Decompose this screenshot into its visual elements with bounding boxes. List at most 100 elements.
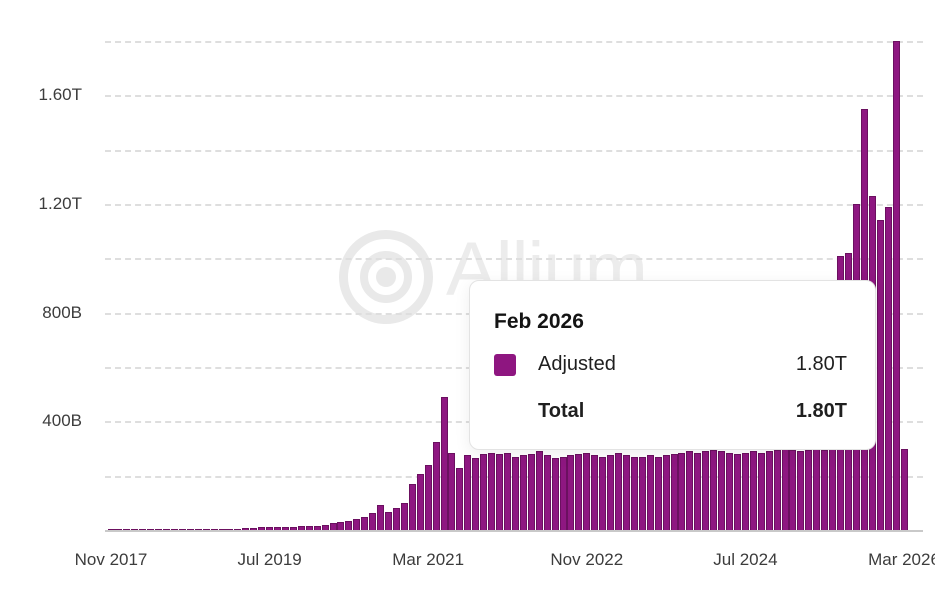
bar-jun-2020[interactable]: [353, 519, 361, 530]
bar-jan-2018[interactable]: [123, 529, 131, 530]
chart-tooltip: Feb 2026 Adjusted 1.80T Total 1.80T: [469, 280, 876, 450]
bar-aug-2022[interactable]: [559, 456, 567, 530]
bar-nov-2024[interactable]: [773, 449, 781, 530]
bar-mar-2022[interactable]: [519, 455, 527, 530]
bar-may-2018[interactable]: [155, 529, 163, 530]
bar-aug-2020[interactable]: [369, 512, 377, 530]
bar-dec-2024[interactable]: [781, 448, 789, 530]
bar-feb-2018[interactable]: [131, 529, 139, 530]
bar-jul-2023[interactable]: [646, 455, 654, 530]
x-axis-label-mar-2021: Mar 2021: [392, 550, 465, 569]
bar-dec-2017[interactable]: [115, 529, 123, 530]
bar-oct-2018[interactable]: [194, 529, 202, 530]
bar-oct-2022[interactable]: [575, 453, 583, 530]
bar-jun-2018[interactable]: [163, 529, 170, 530]
bar-nov-2023[interactable]: [678, 452, 686, 530]
bar-jan-2020[interactable]: [313, 525, 321, 530]
bar-jun-2023[interactable]: [638, 456, 646, 530]
bar-oct-2019[interactable]: [289, 526, 297, 530]
bar-aug-2023[interactable]: [654, 456, 662, 530]
bar-dec-2025[interactable]: [876, 220, 884, 530]
bar-jul-2018[interactable]: [170, 529, 178, 530]
bar-apr-2018[interactable]: [147, 529, 155, 530]
bar-jan-2024[interactable]: [694, 452, 702, 530]
bar-apr-2023[interactable]: [622, 455, 630, 530]
bar-jul-2022[interactable]: [551, 458, 559, 530]
bar-sep-2019[interactable]: [281, 527, 289, 530]
bar-mar-2019[interactable]: [234, 528, 242, 530]
bar-feb-2020[interactable]: [321, 524, 329, 530]
bar-apr-2025[interactable]: [813, 448, 821, 530]
bar-jul-2024[interactable]: [741, 452, 749, 530]
bar-aug-2019[interactable]: [274, 526, 282, 530]
bar-sep-2020[interactable]: [377, 504, 385, 530]
bar-jan-2019[interactable]: [218, 528, 226, 530]
bar-mar-2023[interactable]: [615, 452, 623, 530]
bar-mar-2020[interactable]: [329, 522, 337, 530]
bar-oct-2020[interactable]: [385, 511, 393, 530]
bar-dec-2018[interactable]: [210, 529, 218, 530]
bar-dec-2023[interactable]: [686, 451, 694, 530]
bar-nov-2019[interactable]: [297, 526, 305, 530]
bar-may-2022[interactable]: [535, 451, 543, 530]
bar-feb-2025[interactable]: [797, 451, 805, 530]
bar-nov-2017[interactable]: [107, 529, 115, 530]
bar-sep-2018[interactable]: [186, 529, 194, 530]
bar-jan-2023[interactable]: [599, 456, 607, 530]
bar-jun-2025[interactable]: [829, 448, 837, 530]
bar-dec-2020[interactable]: [400, 502, 408, 530]
bar-jun-2024[interactable]: [733, 453, 741, 530]
bar-mar-2025[interactable]: [805, 449, 813, 530]
bar-apr-2021[interactable]: [432, 441, 440, 530]
bar-sep-2022[interactable]: [567, 455, 575, 530]
bar-jan-2021[interactable]: [408, 483, 416, 530]
bar-jul-2019[interactable]: [266, 527, 274, 530]
bar-may-2020[interactable]: [345, 520, 353, 530]
bar-jun-2021[interactable]: [448, 452, 456, 530]
bar-jul-2020[interactable]: [361, 516, 369, 530]
bar-sep-2023[interactable]: [662, 455, 670, 530]
bar-apr-2020[interactable]: [337, 521, 345, 530]
bar-mar-2021[interactable]: [424, 464, 432, 530]
bar-apr-2024[interactable]: [718, 451, 726, 530]
bar-feb-2021[interactable]: [416, 474, 424, 530]
bar-jul-2021[interactable]: [456, 467, 464, 530]
bar-feb-2023[interactable]: [607, 455, 615, 530]
bar-nov-2020[interactable]: [392, 508, 400, 530]
bar-nov-2022[interactable]: [583, 452, 591, 530]
bar-nov-2018[interactable]: [202, 529, 210, 530]
bar-mar-2026[interactable]: [900, 448, 908, 530]
bar-jan-2025[interactable]: [789, 449, 797, 530]
bar-oct-2021[interactable]: [480, 453, 488, 530]
bar-feb-2026[interactable]: [892, 41, 900, 530]
bar-sep-2024[interactable]: [757, 452, 765, 530]
bar-jan-2026[interactable]: [884, 206, 892, 530]
bar-may-2021[interactable]: [440, 396, 448, 530]
bar-aug-2024[interactable]: [749, 451, 757, 530]
bar-mar-2018[interactable]: [139, 529, 147, 530]
bar-feb-2022[interactable]: [511, 456, 519, 530]
bar-jun-2019[interactable]: [258, 527, 266, 530]
bar-may-2019[interactable]: [250, 527, 258, 530]
bar-aug-2021[interactable]: [464, 455, 472, 530]
bar-aug-2018[interactable]: [178, 529, 186, 530]
bar-may-2024[interactable]: [726, 452, 734, 530]
bar-may-2025[interactable]: [821, 449, 829, 530]
bar-apr-2019[interactable]: [242, 528, 250, 530]
bar-oct-2023[interactable]: [670, 453, 678, 530]
bar-dec-2022[interactable]: [591, 455, 599, 530]
y-axis-label-1.20T: 1.20T: [38, 194, 82, 213]
bar-jan-2022[interactable]: [504, 452, 511, 530]
bar-feb-2024[interactable]: [702, 451, 710, 530]
bar-feb-2019[interactable]: [226, 528, 234, 530]
bar-mar-2024[interactable]: [710, 449, 718, 530]
bar-apr-2022[interactable]: [527, 453, 535, 530]
bar-dec-2021[interactable]: [496, 453, 504, 530]
bar-sep-2021[interactable]: [472, 458, 480, 530]
bar-nov-2021[interactable]: [488, 452, 496, 530]
bar-oct-2024[interactable]: [765, 451, 773, 530]
bar-dec-2019[interactable]: [305, 526, 313, 530]
bar-may-2023[interactable]: [630, 456, 638, 530]
bar-jun-2022[interactable]: [543, 455, 551, 530]
